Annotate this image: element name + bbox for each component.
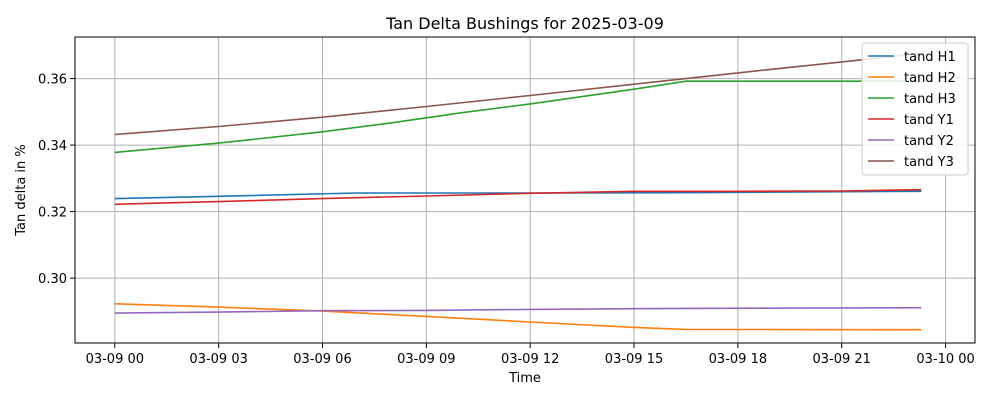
series-line-tand-h2 bbox=[114, 303, 922, 331]
x-tick-label: 03-09 03 bbox=[189, 352, 247, 367]
y-axis: 0.30 0.32 0.34 0.36 bbox=[38, 73, 75, 287]
legend-entry: tand H3 bbox=[904, 92, 956, 107]
legend: tand H1 tand H2 tand H3 tand Y1 tand Y2 tand … bbox=[861, 42, 969, 176]
x-axis: 03-09 00 03-09 03 03-09 06 03-09 09 03-09 12… bbox=[86, 343, 975, 367]
x-tick-label: 03-09 06 bbox=[293, 352, 351, 367]
x-tick-label: 03-09 00 bbox=[86, 352, 144, 367]
series-line-tand-y3 bbox=[114, 52, 922, 136]
y-tick-label: 0.36 bbox=[38, 73, 67, 88]
series-group bbox=[114, 52, 922, 331]
plot-frame bbox=[74, 36, 976, 344]
series-line-tand-h1 bbox=[114, 190, 922, 200]
grid bbox=[75, 37, 975, 343]
y-tick-label: 0.32 bbox=[38, 206, 67, 221]
legend-entry: tand Y1 bbox=[904, 113, 954, 128]
x-tick-label: 03-09 09 bbox=[397, 352, 455, 367]
legend-box bbox=[861, 42, 969, 176]
x-tick-label: 03-09 21 bbox=[813, 352, 871, 367]
chart-title: Tan Delta Bushings for 2025-03-09 bbox=[385, 14, 664, 33]
y-axis-label: Tan delta in % bbox=[14, 144, 29, 237]
legend-entry: tand H2 bbox=[904, 71, 956, 86]
x-tick-label: 03-10 00 bbox=[916, 352, 974, 367]
x-tick-label: 03-09 12 bbox=[501, 352, 559, 367]
x-tick-label: 03-09 18 bbox=[709, 352, 767, 367]
y-tick-label: 0.34 bbox=[38, 139, 67, 154]
legend-entry: tand Y3 bbox=[904, 155, 954, 170]
x-tick-label: 03-09 15 bbox=[605, 352, 663, 367]
legend-entry: tand H1 bbox=[904, 50, 956, 65]
series-line-tand-y2 bbox=[114, 306, 922, 314]
y-tick-label: 0.30 bbox=[38, 272, 67, 287]
legend-entry: tand Y2 bbox=[904, 134, 954, 149]
series-line-tand-y1 bbox=[114, 188, 922, 206]
x-axis-label: Time bbox=[508, 371, 541, 386]
series-line-tand-h3 bbox=[114, 80, 922, 154]
